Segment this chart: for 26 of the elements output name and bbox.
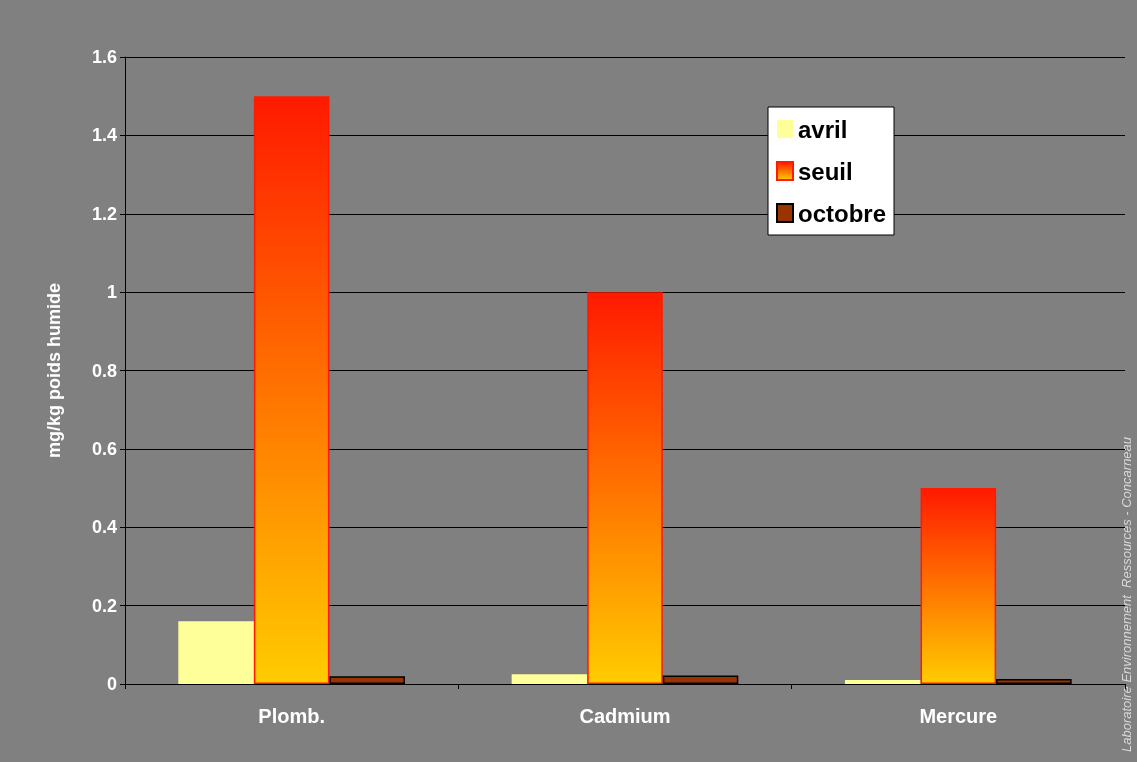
- y-tick-label: 0.2: [91, 595, 117, 616]
- y-tick-label: 0.6: [91, 438, 117, 459]
- y-tick-label: 0.4: [91, 517, 117, 538]
- x-tick-label: Mercure: [919, 705, 998, 727]
- legend-label: seuil: [798, 157, 853, 185]
- bar: [178, 621, 254, 684]
- bar: [996, 678, 1072, 684]
- y-tick-label: 1.2: [91, 203, 117, 224]
- legend-label: avril: [798, 115, 848, 143]
- y-tick-label: 1.6: [91, 47, 117, 67]
- bar: [587, 292, 663, 684]
- legend-label: octobre: [798, 199, 887, 227]
- x-tick-label: Plomb.: [258, 705, 325, 727]
- y-tick-label: 0.8: [91, 360, 117, 381]
- y-tick-label: 1: [106, 282, 117, 303]
- bar: [511, 674, 588, 684]
- x-tick-label: Cadmium: [579, 705, 671, 727]
- bar: [920, 488, 997, 684]
- bar: [253, 96, 330, 684]
- bar: [845, 680, 921, 684]
- bar: [329, 676, 405, 684]
- annotation: Laboratoire Environnement Ressources - Concarneau: [1119, 436, 1134, 752]
- y-axis-title: mg/kg poids humide: [44, 282, 64, 459]
- y-tick-label: 0: [106, 674, 117, 694]
- y-tick-label: 1.4: [91, 125, 117, 146]
- bar: [662, 675, 739, 684]
